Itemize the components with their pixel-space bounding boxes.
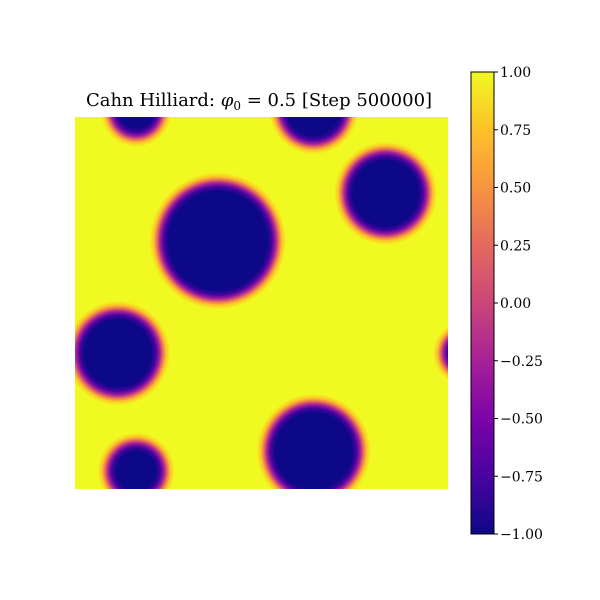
- colorbar-tick-label: 1.00: [500, 65, 531, 81]
- colorbar-tick-label: 0.75: [500, 123, 531, 139]
- title-phi: φ: [221, 90, 234, 111]
- droplet: [256, 394, 371, 489]
- colorbar-gradient: [470, 71, 495, 535]
- colorbar-tick-label: −1.00: [500, 527, 543, 543]
- droplet: [101, 117, 172, 147]
- colorbar-tick-label: 0.25: [500, 238, 531, 254]
- colorbar: 1.00 0.75 0.50 0.25 0.00 −0.25 −0.50 −0.75 −1.00: [470, 65, 543, 543]
- colorbar-tick-label: −0.50: [500, 412, 543, 428]
- droplet: [334, 141, 438, 245]
- droplet: [433, 326, 448, 381]
- droplet: [269, 117, 358, 155]
- colorbar-tick-label: 0.00: [500, 296, 531, 312]
- droplet-layer: [75, 117, 448, 489]
- heatmap-plot: [75, 117, 448, 489]
- title-prefix: Cahn Hilliard:: [86, 90, 221, 111]
- droplet: [149, 172, 287, 310]
- chart-title: Cahn Hilliard: φ0 = 0.5 [Step 500000]: [86, 90, 432, 113]
- colorbar-tick-label: −0.25: [500, 354, 543, 370]
- colorbar-ticks: 1.00 0.75 0.50 0.25 0.00 −0.25 −0.50 −0.75 −1.00: [494, 65, 543, 543]
- title-subscript: 0: [233, 99, 241, 113]
- title-suffix: = 0.5 [Step 500000]: [241, 90, 432, 111]
- colorbar-tick-label: 0.50: [500, 181, 531, 197]
- droplet: [75, 301, 171, 406]
- colorbar-tick-label: −0.75: [500, 469, 543, 485]
- droplet: [97, 432, 175, 489]
